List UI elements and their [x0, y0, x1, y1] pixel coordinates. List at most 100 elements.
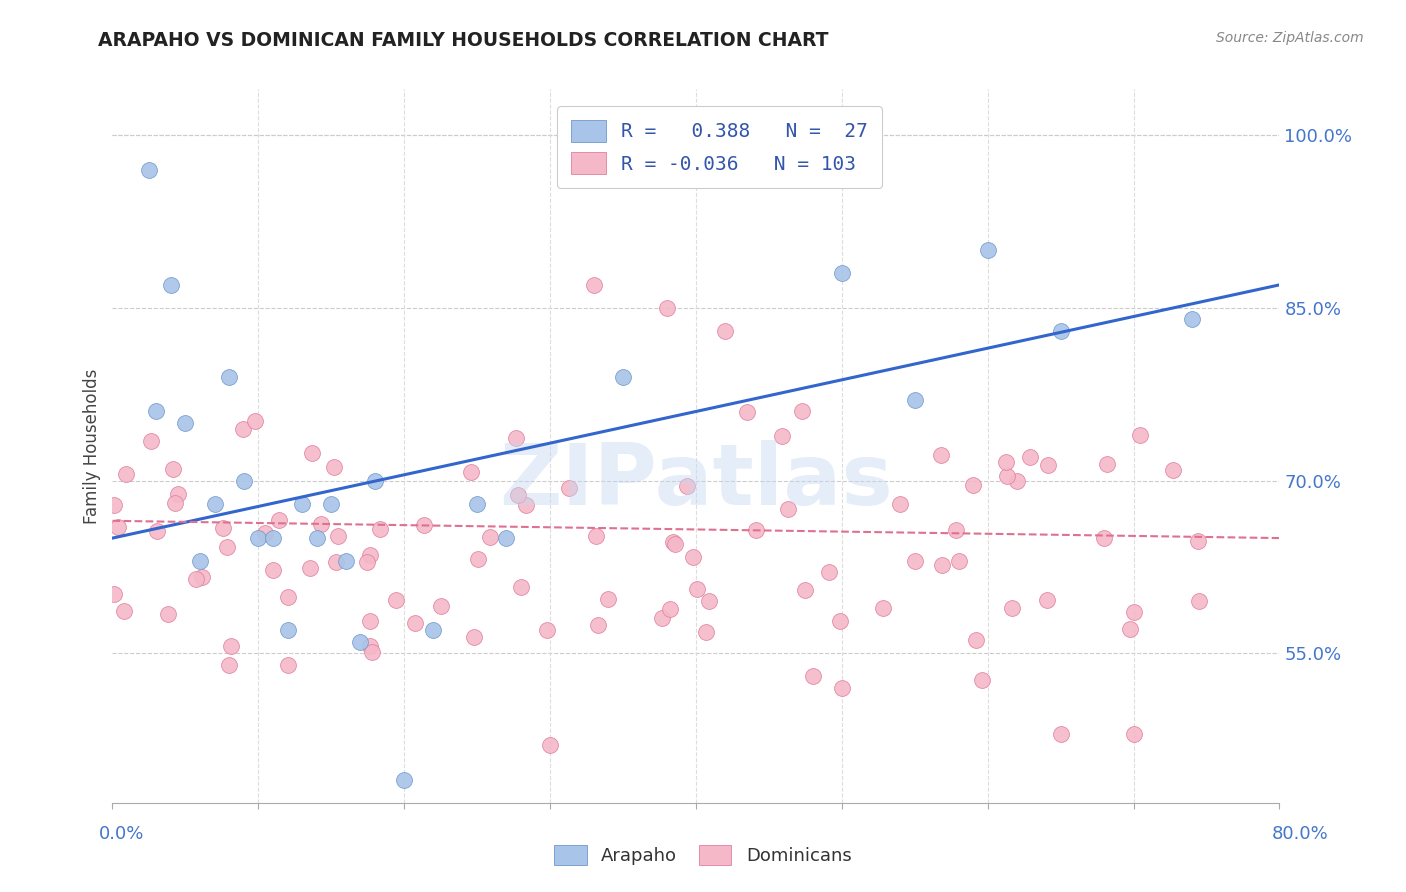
Point	[659, 602, 682, 616]
Point	[165, 496, 187, 510]
Point	[359, 548, 381, 562]
Point	[1035, 593, 1057, 607]
Point	[460, 465, 482, 479]
Point	[309, 517, 332, 532]
Point	[359, 639, 381, 653]
Point	[232, 422, 254, 436]
Point	[1019, 450, 1042, 464]
Point	[585, 529, 607, 543]
Point	[931, 558, 953, 572]
Point	[356, 555, 378, 569]
Point	[218, 657, 240, 672]
Point	[801, 669, 824, 683]
Point	[1049, 727, 1071, 741]
Point	[243, 414, 266, 428]
Point	[430, 599, 453, 613]
Point	[817, 565, 839, 579]
Point	[404, 616, 426, 631]
Point	[299, 561, 322, 575]
Point	[831, 266, 853, 280]
Point	[505, 431, 527, 445]
Point	[735, 404, 758, 418]
Point	[831, 681, 853, 695]
Point	[188, 554, 211, 568]
Point	[412, 517, 434, 532]
Point	[976, 244, 998, 258]
Point	[160, 277, 183, 292]
Point	[714, 324, 737, 338]
Text: Source: ZipAtlas.com: Source: ZipAtlas.com	[1216, 31, 1364, 45]
Point	[361, 645, 384, 659]
Point	[582, 277, 605, 292]
Point	[479, 530, 502, 544]
Point	[359, 614, 381, 628]
Point	[745, 523, 768, 537]
Point	[325, 555, 347, 569]
Point	[972, 673, 994, 687]
Point	[204, 497, 226, 511]
Point	[267, 513, 290, 527]
Point	[945, 524, 967, 538]
Point	[218, 370, 240, 384]
Point	[328, 529, 350, 543]
Point	[904, 392, 927, 407]
Point	[612, 370, 634, 384]
Point	[904, 554, 927, 568]
Point	[138, 162, 160, 177]
Point	[495, 531, 517, 545]
Point	[506, 488, 529, 502]
Point	[232, 474, 254, 488]
Point	[422, 623, 444, 637]
Point	[364, 474, 387, 488]
Point	[794, 582, 817, 597]
Point	[277, 623, 299, 637]
Point	[370, 522, 392, 536]
Point	[965, 632, 987, 647]
Point	[682, 549, 704, 564]
Point	[1129, 428, 1152, 442]
Point	[598, 592, 620, 607]
Text: ZIPatlas: ZIPatlas	[499, 440, 893, 524]
Point	[145, 404, 167, 418]
Point	[1094, 531, 1116, 545]
Point	[1001, 601, 1024, 615]
Point	[685, 582, 707, 596]
Point	[830, 614, 852, 628]
Point	[929, 448, 952, 462]
Point	[948, 554, 970, 568]
Point	[322, 459, 344, 474]
Point	[103, 587, 125, 601]
Point	[277, 657, 299, 672]
Point	[1161, 462, 1184, 476]
Text: ARAPAHO VS DOMINICAN FAMILY HOUSEHOLDS CORRELATION CHART: ARAPAHO VS DOMINICAN FAMILY HOUSEHOLDS C…	[98, 31, 830, 50]
Point	[190, 570, 212, 584]
Point	[112, 604, 135, 618]
Point	[157, 607, 180, 621]
Point	[146, 524, 169, 538]
Point	[515, 498, 537, 512]
Point	[1122, 727, 1144, 741]
Point	[995, 468, 1018, 483]
Point	[262, 563, 284, 577]
Point	[538, 738, 561, 752]
Point	[772, 429, 794, 443]
Point	[664, 537, 686, 551]
Point	[1038, 458, 1060, 472]
Point	[558, 481, 581, 495]
Point	[174, 416, 197, 430]
Point	[139, 434, 162, 449]
Point	[335, 554, 357, 568]
Point	[1181, 312, 1204, 326]
Point	[107, 520, 129, 534]
Y-axis label: Family Households: Family Households	[83, 368, 101, 524]
Point	[1123, 605, 1146, 619]
Point	[778, 501, 800, 516]
Text: 80.0%: 80.0%	[1272, 825, 1329, 843]
Point	[394, 772, 416, 787]
Point	[103, 498, 125, 512]
Point	[962, 478, 984, 492]
Point	[1188, 593, 1211, 607]
Point	[162, 461, 184, 475]
Point	[661, 534, 683, 549]
Point	[321, 497, 343, 511]
